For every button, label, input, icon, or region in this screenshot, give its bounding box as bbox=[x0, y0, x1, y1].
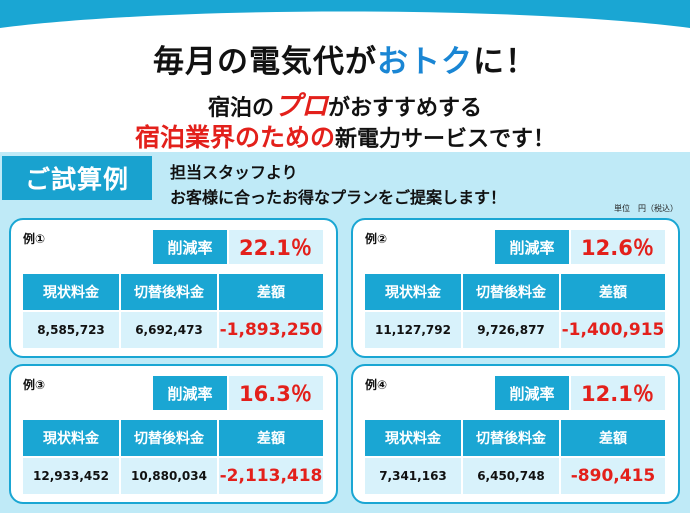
rate-header: 削減率 bbox=[495, 376, 569, 410]
after-fee-value: 9,726,877 bbox=[463, 312, 559, 348]
current-fee-value: 11,127,792 bbox=[365, 312, 461, 348]
example-label: 例④ bbox=[365, 378, 388, 392]
after-fee-header: 切替後料金 bbox=[463, 274, 559, 310]
current-fee-header: 現状料金 bbox=[23, 420, 119, 456]
unit-note: 単位 円（税込） bbox=[614, 204, 678, 213]
example-card-4: 例④ 削減率 12.1％ 現状料金 切替後料金 差額 7,341,163 6,4… bbox=[351, 364, 680, 504]
current-fee-header: 現状料金 bbox=[365, 420, 461, 456]
example-card-3: 例③ 削減率 16.3％ 現状料金 切替後料金 差額 12,933,452 10… bbox=[9, 364, 338, 504]
diff-value: -2,113,418 bbox=[219, 458, 323, 494]
after-fee-header: 切替後料金 bbox=[121, 274, 217, 310]
headline-service: 宿泊業界のための新電力サービスです！ bbox=[134, 123, 556, 152]
diff-value: -1,893,250 bbox=[219, 312, 323, 348]
current-fee-value: 7,341,163 bbox=[365, 458, 461, 494]
rate-header: 削減率 bbox=[153, 376, 227, 410]
current-fee-header: 現状料金 bbox=[365, 274, 461, 310]
after-fee-value: 6,450,748 bbox=[463, 458, 559, 494]
current-fee-value: 8,585,723 bbox=[23, 312, 119, 348]
example-card-1: 例① 削減率 22.1％ 現状料金 切替後料金 差額 8,585,723 6,6… bbox=[9, 218, 338, 358]
diff-value: -890,415 bbox=[561, 458, 665, 494]
current-fee-value: 12,933,452 bbox=[23, 458, 119, 494]
diff-value: -1,400,915 bbox=[561, 312, 665, 348]
rate-header: 削減率 bbox=[495, 230, 569, 264]
example-label: 例① bbox=[23, 232, 46, 246]
diff-header: 差額 bbox=[219, 274, 323, 310]
headline-main: 毎月の電気代がおトクに！ bbox=[153, 44, 537, 80]
after-fee-value: 6,692,473 bbox=[121, 312, 217, 348]
after-fee-header: 切替後料金 bbox=[121, 420, 217, 456]
example-label: 例② bbox=[365, 232, 388, 246]
rate-value: 12.6％ bbox=[571, 230, 665, 264]
top-wave-decoration bbox=[0, 0, 690, 28]
diff-header: 差額 bbox=[561, 274, 665, 310]
rate-value: 22.1％ bbox=[229, 230, 323, 264]
intro-line-1: 担当スタッフより bbox=[170, 163, 298, 182]
current-fee-header: 現状料金 bbox=[23, 274, 119, 310]
rate-value: 16.3％ bbox=[229, 376, 323, 410]
rate-value: 12.1％ bbox=[571, 376, 665, 410]
after-fee-header: 切替後料金 bbox=[463, 420, 559, 456]
example-card-2: 例② 削減率 12.6％ 現状料金 切替後料金 差額 11,127,792 9,… bbox=[351, 218, 680, 358]
headline-sub: 宿泊のプロがおすすめする bbox=[207, 91, 483, 122]
section-tag: ご試算例 bbox=[2, 156, 152, 200]
diff-header: 差額 bbox=[219, 420, 323, 456]
rate-header: 削減率 bbox=[153, 230, 227, 264]
after-fee-value: 10,880,034 bbox=[121, 458, 217, 494]
intro-line-2: お客様に合ったお得なプランをご提案します！ bbox=[170, 188, 507, 207]
diff-header: 差額 bbox=[561, 420, 665, 456]
example-label: 例③ bbox=[23, 378, 46, 392]
